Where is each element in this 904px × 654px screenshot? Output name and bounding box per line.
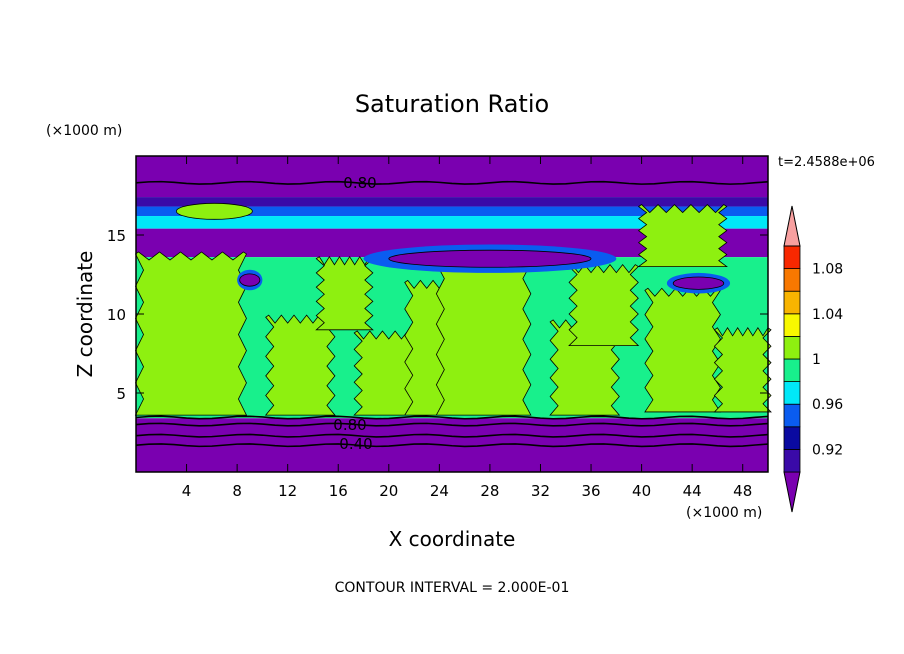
y-axis-ticks: 5 10 15: [107, 227, 768, 403]
contour-cloud-base: [135, 415, 769, 420]
band-1: [136, 197, 768, 207]
x-tick-label: 44: [683, 482, 702, 500]
band-0: [136, 156, 768, 198]
band-3: [136, 216, 768, 229]
contour-040-lower: [135, 443, 769, 448]
contour-lines: [135, 180, 769, 448]
colorbar-bin-9: [783, 268, 801, 292]
green-region-2: [315, 255, 374, 331]
colorbar-low-triangle: [783, 471, 801, 513]
upper-green-lens: [175, 202, 253, 220]
colorbar-bin-1: [783, 448, 801, 473]
colorbar-bin-8: [783, 290, 801, 315]
x-tick-label: 8: [232, 482, 242, 500]
colorbar: 0.92 0.96 1 1.04 1.08: [783, 205, 843, 513]
contour-080-upper: [135, 180, 769, 185]
green-region-7: [568, 263, 640, 346]
green-region-9: [637, 204, 728, 267]
x-tick-label: 4: [182, 482, 192, 500]
x-tick-label: 48: [733, 482, 752, 500]
colorbar-label: 1: [812, 352, 821, 368]
colorbar-bin-7: [783, 313, 801, 337]
y-units-label: (×1000 m): [46, 123, 122, 139]
y-tick-label: 15: [107, 227, 126, 245]
green-region-8: [644, 287, 722, 413]
x-tick-label: 12: [278, 482, 297, 500]
dry-patch-inner-0: [239, 273, 261, 287]
x-units-label: (×1000 m): [686, 505, 762, 521]
green-region-5: [435, 260, 532, 416]
chart-title: Saturation Ratio: [355, 90, 549, 118]
green-region-1: [264, 314, 336, 416]
dry-patch-inner-1: [672, 276, 725, 290]
contour-060-lower: [135, 433, 769, 438]
green-region-0: [134, 251, 248, 416]
colorbar-bin-5: [783, 358, 801, 383]
band-2: [136, 206, 768, 217]
contour-label-upper: 0.80: [343, 174, 376, 192]
contour-label-lower-2: 0.40: [339, 435, 372, 453]
contour-interval-note: CONTOUR INTERVAL = 2.000E-01: [335, 580, 570, 596]
contour-label-lower-1: 0.80: [333, 416, 366, 434]
colorbar-bin-2: [783, 426, 801, 450]
x-axis-ticks: 4 8 12 16 20 24 28 32 36 40 44 48: [182, 156, 752, 500]
green-region-10: [713, 327, 772, 413]
colorbar-bin-10: [783, 245, 801, 270]
x-tick-label: 28: [480, 482, 499, 500]
x-tick-label: 24: [430, 482, 449, 500]
x-tick-label: 20: [379, 482, 398, 500]
x-tick-label: 36: [581, 482, 600, 500]
y-tick-label: 5: [116, 385, 126, 403]
colorbar-high-triangle: [783, 205, 801, 247]
y-axis-label: Z coordinate: [73, 251, 97, 378]
plot-area: [134, 155, 772, 473]
time-label: t=2.4588e+06: [778, 155, 875, 170]
x-axis-label: X coordinate: [389, 527, 516, 551]
colorbar-label: 1.08: [812, 262, 843, 278]
x-tick-label: 16: [329, 482, 348, 500]
colorbar-bin-3: [783, 403, 801, 428]
x-tick-label: 40: [632, 482, 651, 500]
y-tick-label: 10: [107, 306, 126, 324]
dry-patch-inner-2: [388, 249, 592, 268]
colorbar-label: 0.96: [812, 397, 843, 413]
colorbar-label: 1.04: [812, 307, 843, 323]
cloud-regions: [134, 202, 772, 416]
colorbar-bin-6: [783, 335, 801, 360]
x-tick-label: 32: [531, 482, 550, 500]
colorbar-label: 0.92: [812, 442, 843, 458]
contour-080-lower: [135, 422, 769, 427]
colorbar-bin-4: [783, 381, 801, 405]
